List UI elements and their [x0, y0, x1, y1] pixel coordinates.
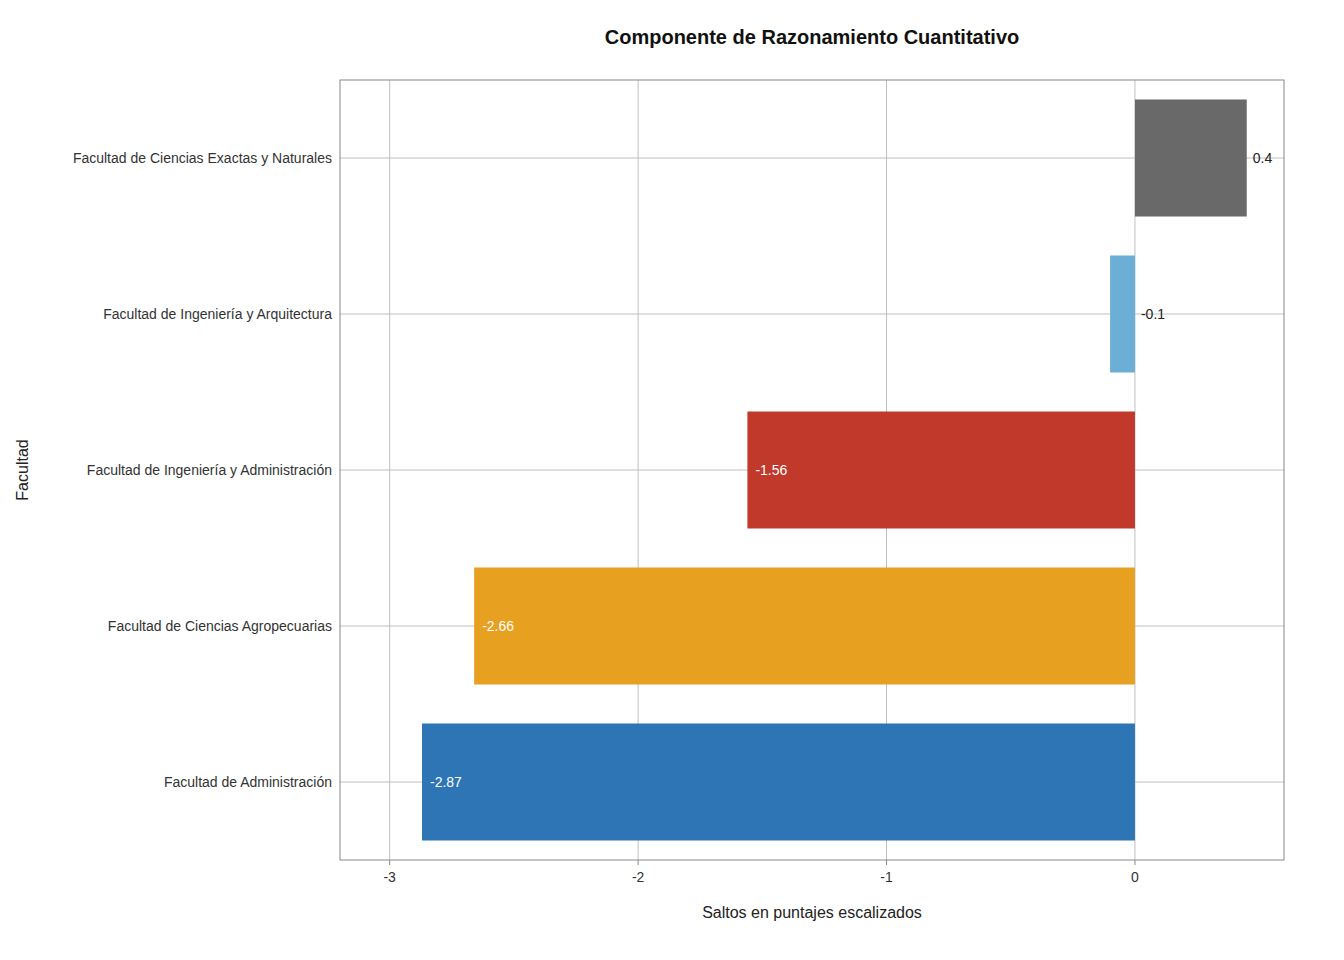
y-tick-label: Facultad de Ingeniería y Administración: [87, 462, 332, 478]
data-label: -1.56: [755, 462, 787, 478]
bars: [422, 100, 1247, 841]
background: [0, 0, 1344, 960]
bar: [422, 724, 1135, 841]
x-axis: -3 -2 -1 0: [383, 860, 1139, 885]
grid: [340, 80, 1284, 860]
data-label: 0.4: [1253, 150, 1273, 166]
chart-svg: -2.87 -2.66 -1.56 -0.1 0.4 -3 -2 -1 0 Facultad de…: [0, 0, 1344, 960]
plot-frame: [340, 80, 1284, 860]
y-tick-label: Facultad de Ingeniería y Arquitectura: [103, 306, 332, 322]
data-label: -2.87: [430, 774, 462, 790]
x-tick-label: -3: [383, 869, 396, 885]
data-labels: -2.87 -2.66 -1.56 -0.1 0.4: [430, 150, 1272, 790]
bar: [474, 568, 1135, 685]
bar: [747, 412, 1135, 529]
x-tick: [886, 860, 887, 865]
x-tick: [389, 860, 390, 865]
x-tick-label: -2: [632, 869, 645, 885]
x-tick-label: 0: [1131, 869, 1139, 885]
bar: [1110, 256, 1135, 373]
chart-container: -2.87 -2.66 -1.56 -0.1 0.4 -3 -2 -1 0 Facultad de…: [0, 0, 1344, 960]
y-tick-label: Facultad de Ciencias Agropecuarias: [108, 618, 332, 634]
y-axis-title: Facultad: [14, 439, 31, 500]
x-tick: [1134, 860, 1135, 865]
data-label: -2.66: [482, 618, 514, 634]
chart-title: Componente de Razonamiento Cuantitativo: [605, 26, 1019, 48]
y-tick-label: Facultad de Ciencias Exactas y Naturales: [73, 150, 332, 166]
x-tick: [638, 860, 639, 865]
y-axis: Facultad de Administración Facultad de Ci…: [73, 150, 332, 790]
x-tick-label: -1: [880, 869, 893, 885]
x-axis-title: Saltos en puntajes escalizados: [702, 904, 922, 921]
y-tick-label: Facultad de Administración: [164, 774, 332, 790]
bar: [1135, 100, 1247, 217]
data-label: -0.1: [1141, 306, 1165, 322]
